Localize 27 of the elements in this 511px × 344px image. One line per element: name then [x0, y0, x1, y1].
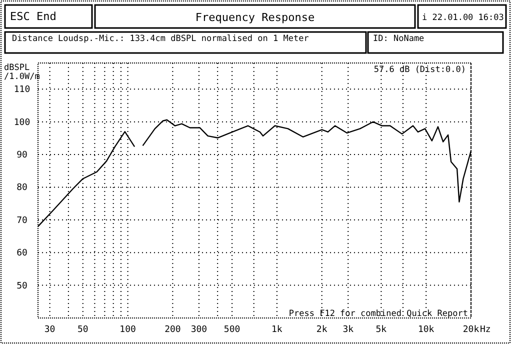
y-tick-label: 100 — [14, 118, 30, 128]
x-axis-title: Hz — [480, 325, 491, 335]
y-tick-label: 90 — [16, 150, 28, 161]
x-tick-label: 1k — [272, 325, 283, 335]
x-tick-label: 500 — [224, 325, 240, 335]
y-axis-title: dBSPL /1.0W/m — [4, 63, 40, 82]
text: ID: NoName — [373, 34, 424, 44]
x-tick-label: 30 — [44, 325, 56, 335]
x-tick-label: 10k — [418, 325, 435, 335]
x-tick-label: 5k — [376, 325, 388, 335]
y-tick-label: 110 — [14, 85, 30, 96]
annotation: Press F12 for combined Quick Report — [288, 309, 468, 319]
x-tick-label: 100 — [120, 325, 136, 335]
y-tick-label: 80 — [16, 183, 28, 194]
x-tick-label: 300 — [190, 325, 208, 335]
y-tick-label: 60 — [16, 248, 28, 259]
x-tick-label: 50 — [77, 325, 88, 335]
text: ESC End — [10, 10, 56, 23]
text: Distance Loudsp.-Mic.: 133.4cm dBSPL normalised on 1 Meter — [12, 34, 309, 44]
x-tick-label: 200 — [164, 325, 181, 335]
y-tick-label: 50 — [16, 281, 28, 292]
x-tick-label: 2k — [316, 325, 328, 335]
chart-title: Frequency Response — [195, 11, 315, 24]
text: i 22.01.00 16:03 — [422, 13, 504, 23]
x-tick-label: 3k — [342, 325, 354, 335]
y-tick-label: 70 — [16, 216, 28, 226]
x-tick-label: 20k — [462, 325, 480, 335]
